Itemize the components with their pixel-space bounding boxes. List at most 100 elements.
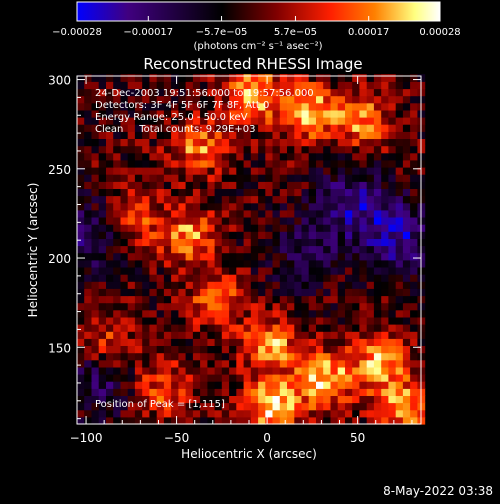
heatmap-cell [214, 174, 223, 182]
heatmap-cell [134, 231, 143, 239]
heatmap-cell [395, 188, 404, 197]
heatmap-cell [77, 102, 85, 111]
heatmap-cell [250, 181, 259, 189]
heatmap-cell [106, 159, 114, 168]
heatmap-cell [352, 167, 360, 175]
heatmap-cell [381, 195, 389, 204]
heatmap-cell [352, 288, 360, 297]
heatmap-cell [250, 188, 259, 197]
heatmap-cell [352, 409, 360, 418]
heatmap-cell [388, 366, 397, 375]
heatmap-cell [98, 331, 107, 339]
heatmap-cell [171, 416, 179, 425]
heatmap-cell [279, 138, 288, 147]
heatmap-cell [250, 109, 259, 118]
heatmap-cell [258, 331, 266, 339]
heatmap-cell [388, 267, 397, 275]
heatmap-cell [323, 374, 331, 382]
heatmap-cell [185, 259, 194, 268]
heatmap-cell [308, 274, 317, 282]
heatmap-cell [113, 331, 121, 339]
heatmap-cell [381, 102, 389, 111]
heatmap-cell [178, 259, 187, 268]
heatmap-cell [279, 416, 288, 425]
heatmap-cell [192, 338, 201, 346]
heatmap-cell [120, 209, 129, 218]
heatmap-cell [258, 352, 266, 361]
heatmap-cell [265, 402, 274, 411]
heatmap-cell [352, 159, 360, 168]
heatmap-cell [301, 309, 310, 318]
heatmap-cell [120, 374, 129, 382]
heatmap-cell [250, 195, 259, 204]
heatmap-cell [359, 167, 368, 175]
heatmap-cell [156, 195, 165, 204]
heatmap-cell [171, 181, 179, 189]
heatmap-cell [258, 345, 266, 354]
heatmap-cell [185, 295, 194, 304]
heatmap-cell [200, 231, 208, 239]
heatmap-cell [77, 409, 85, 418]
heatmap-cell [316, 138, 324, 147]
heatmap-cell [120, 267, 129, 275]
heatmap-cell [91, 224, 100, 232]
heatmap-cell [163, 281, 172, 289]
heatmap-cell [77, 181, 85, 189]
heatmap-cell [171, 324, 179, 332]
heatmap-cell [352, 274, 360, 282]
heatmap-cell [207, 359, 216, 368]
heatmap-cell [77, 159, 85, 168]
heatmap-cell [229, 188, 237, 197]
heatmap-cell [402, 316, 411, 325]
heatmap-cell [402, 167, 411, 175]
heatmap-cell [200, 174, 208, 182]
heatmap-cell [373, 402, 382, 411]
heatmap-cell [272, 374, 281, 382]
heatmap-cell [395, 274, 404, 282]
heatmap-cell [91, 288, 100, 297]
heatmap-cell [337, 81, 346, 90]
heatmap-cell [77, 388, 85, 396]
heatmap-cell [301, 88, 310, 97]
heatmap-cell [207, 117, 216, 125]
heatmap-cell [366, 316, 375, 325]
heatmap-cell [106, 274, 114, 282]
heatmap-cell [171, 288, 179, 297]
heatmap-cell [214, 152, 223, 161]
heatmap-cell [178, 217, 187, 225]
y-tick-label: 250 [48, 163, 71, 177]
heatmap-cell [308, 352, 317, 361]
heatmap-cell [91, 188, 100, 197]
heatmap-cell [171, 388, 179, 396]
heatmap-cell [106, 402, 114, 411]
heatmap-cell [373, 74, 382, 82]
heatmap-cell [301, 131, 310, 139]
heatmap-cell [134, 302, 143, 311]
heatmap-cell [149, 209, 158, 218]
heatmap-cell [127, 252, 136, 261]
heatmap-cell [171, 74, 179, 82]
heatmap-cell [308, 388, 317, 396]
heatmap-cell [163, 259, 172, 268]
heatmap-cell [171, 231, 179, 239]
heatmap-cell [287, 267, 295, 275]
heatmap-cell [236, 316, 245, 325]
heatmap-cell [301, 117, 310, 125]
heatmap-cell [192, 281, 201, 289]
heatmap-cell [279, 238, 288, 247]
heatmap-cell [91, 109, 100, 118]
heatmap-cell [113, 409, 121, 418]
heatmap-cell [127, 117, 136, 125]
heatmap-cell [402, 252, 411, 261]
heatmap-cell [127, 224, 136, 232]
heatmap-cell [381, 117, 389, 125]
heatmap-cell [120, 88, 129, 97]
heatmap-cell [410, 74, 418, 82]
heatmap-cell [192, 409, 201, 418]
heatmap-cell [171, 145, 179, 154]
heatmap-cell [207, 281, 216, 289]
heatmap-cell [149, 145, 158, 154]
heatmap-cell [272, 345, 281, 354]
heatmap-cell [178, 109, 187, 118]
heatmap-cell [178, 231, 187, 239]
